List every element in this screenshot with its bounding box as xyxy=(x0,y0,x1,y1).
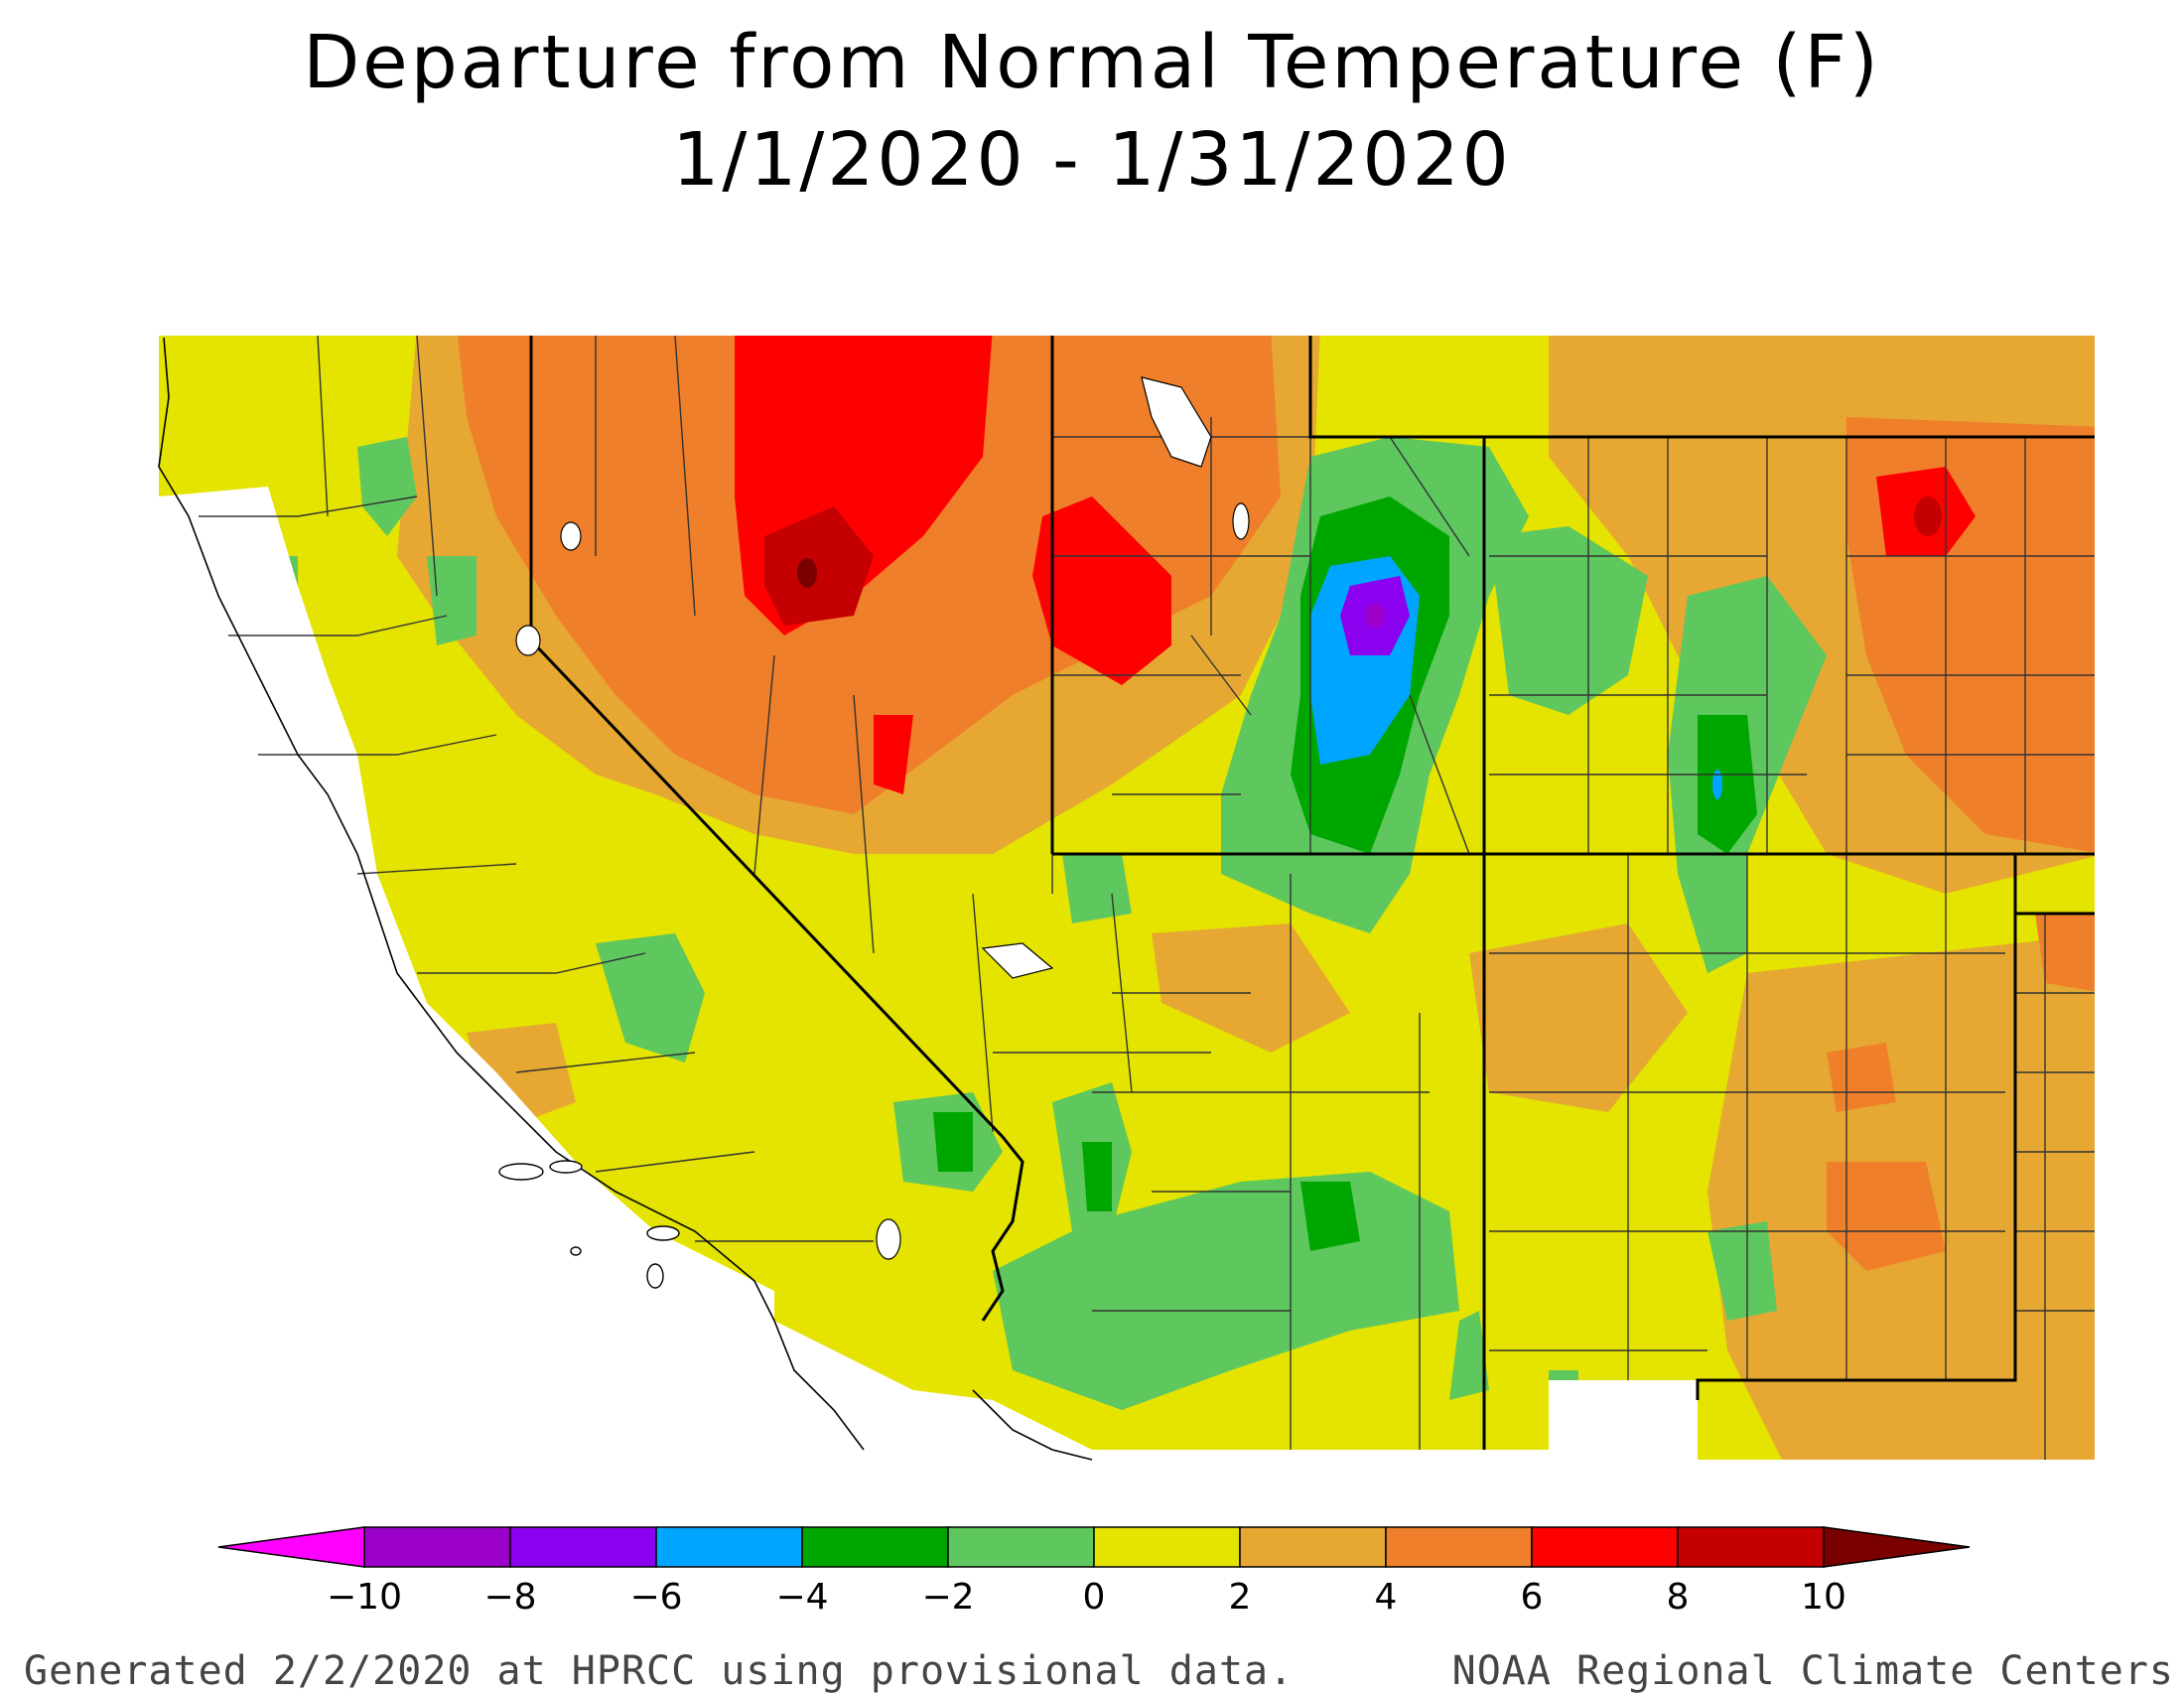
lakes xyxy=(515,376,1250,1260)
legend-tick-label: −4 xyxy=(775,1577,828,1618)
footer-generated-note: Generated 2/2/2020 at HPRCC using provis… xyxy=(24,1648,1295,1694)
legend-bin xyxy=(509,1526,657,1568)
state-boundaries xyxy=(529,336,2095,1450)
channel-islands xyxy=(498,1160,680,1289)
legend-bin xyxy=(655,1526,803,1568)
legend-bin xyxy=(1677,1526,1825,1568)
legend-tick-label: 2 xyxy=(1229,1577,1252,1618)
legend-tick-label: −8 xyxy=(483,1577,536,1618)
legend-arrow-below xyxy=(217,1526,365,1568)
legend-tick-label: 4 xyxy=(1375,1577,1398,1618)
legend-bin xyxy=(1385,1526,1533,1568)
map-title: Departure from Normal Temperature (F) xyxy=(303,20,1881,105)
legend-tick-label: −6 xyxy=(629,1577,682,1618)
legend-tick-label: 10 xyxy=(1801,1577,1846,1618)
legend-bin xyxy=(1093,1526,1241,1568)
legend-bin xyxy=(363,1526,511,1568)
legend-bin xyxy=(801,1526,949,1568)
legend-bin xyxy=(947,1526,1095,1568)
legend-bin xyxy=(1531,1526,1679,1568)
legend-arrow-above xyxy=(1823,1526,1971,1568)
legend-tick-label: 0 xyxy=(1083,1577,1106,1618)
map-date-range: 1/1/2020 - 1/31/2020 xyxy=(672,117,1512,203)
legend-tick-label: −2 xyxy=(921,1577,974,1618)
legend-bin xyxy=(1239,1526,1387,1568)
coastline xyxy=(158,337,1093,1461)
legend-tick-label: 8 xyxy=(1667,1577,1690,1618)
contour-fill xyxy=(159,336,2095,1460)
legend-tick-label: 6 xyxy=(1521,1577,1544,1618)
legend-tick-label: −10 xyxy=(327,1577,402,1618)
footer-source: NOAA Regional Climate Centers xyxy=(1451,1648,2174,1694)
